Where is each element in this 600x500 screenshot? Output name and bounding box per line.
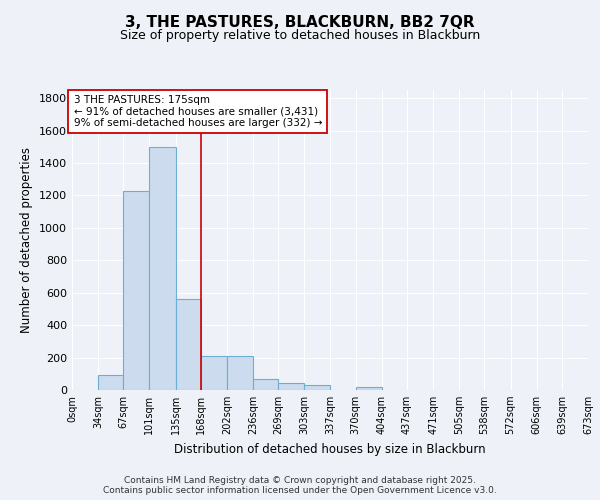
Bar xyxy=(176,299,201,390)
Text: Size of property relative to detached houses in Blackburn: Size of property relative to detached ho… xyxy=(120,30,480,43)
Bar xyxy=(356,387,382,390)
Y-axis label: Number of detached properties: Number of detached properties xyxy=(20,147,34,333)
Text: Contains HM Land Registry data © Crown copyright and database right 2025.
Contai: Contains HM Land Registry data © Crown c… xyxy=(103,476,497,495)
Text: 3 THE PASTURES: 175sqm
← 91% of detached houses are smaller (3,431)
9% of semi-d: 3 THE PASTURES: 175sqm ← 91% of detached… xyxy=(74,95,322,128)
Bar xyxy=(304,385,331,390)
Bar xyxy=(149,147,176,390)
Bar xyxy=(201,356,227,390)
Bar xyxy=(227,356,253,390)
X-axis label: Distribution of detached houses by size in Blackburn: Distribution of detached houses by size … xyxy=(174,442,486,456)
Bar xyxy=(253,378,278,390)
Bar xyxy=(98,374,124,390)
Bar xyxy=(278,382,304,390)
Bar xyxy=(124,190,149,390)
Text: 3, THE PASTURES, BLACKBURN, BB2 7QR: 3, THE PASTURES, BLACKBURN, BB2 7QR xyxy=(125,15,475,30)
